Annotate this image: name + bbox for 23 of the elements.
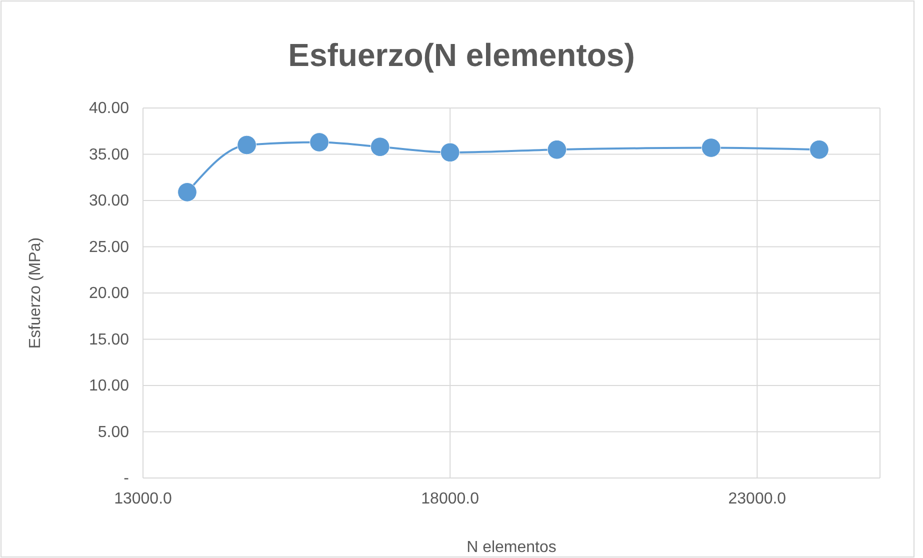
point [810,140,829,160]
point [370,137,390,157]
point [237,135,256,155]
y-tick-label: 15.00 [88,331,130,348]
y-axis-title: Esfuerzo (MPa) [27,237,44,349]
point [440,142,460,162]
y-tick-label: 10.00 [88,378,130,395]
point [547,140,567,160]
y-tick-label: 20.00 [88,285,130,302]
point [178,182,197,202]
point [310,132,329,152]
y-tick-label: 40.00 [88,100,130,118]
x-tick-label: 18000.0 [421,490,480,508]
y-tick-label: 30.00 [88,192,130,210]
x-tick-label: 13000.0 [114,490,172,508]
y-tick-label: - [124,470,129,488]
y-tick-label: 25.00 [88,238,130,256]
x-tick-label: 23000.0 [728,490,786,508]
x-axis-title: N elementos [466,539,556,556]
y-tick-label: 35.00 [88,146,130,164]
chart-title: Esfuerzo(N elementos) [288,37,635,73]
y-tick-label: 5.00 [98,424,130,441]
point [701,138,721,158]
